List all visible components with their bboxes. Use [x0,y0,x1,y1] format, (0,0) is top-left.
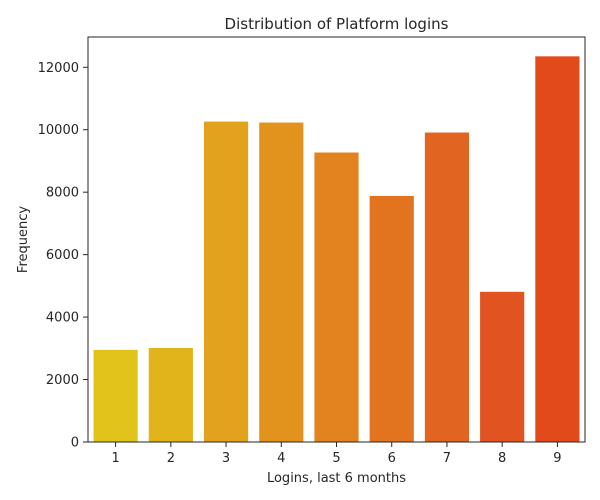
x-axis-label: Logins, last 6 months [267,471,406,486]
x-tick-label: 3 [222,451,230,466]
bar-5 [314,152,359,442]
x-tick-label: 2 [167,451,175,466]
x-tick-label: 1 [111,451,119,466]
x-tick-label: 7 [443,451,451,466]
chart-title: Distribution of Platform logins [225,15,449,33]
bar-8 [480,291,525,442]
y-tick-label: 0 [71,436,79,451]
y-tick-label: 6000 [46,248,79,263]
bar-4 [259,122,304,442]
x-tick-label: 6 [388,451,396,466]
y-tick-label: 12000 [38,61,79,76]
plot-frame [87,36,586,443]
bar-2 [148,348,193,442]
y-tick-label: 8000 [46,186,79,201]
x-tick-label: 5 [332,451,340,466]
y-axis-ticks: 0 2000 4000 6000 8000 10000 12000 [38,61,88,451]
bar-3 [203,121,249,442]
y-tick-label: 10000 [38,123,79,138]
bar-1 [93,349,138,442]
x-tick-label: 4 [277,451,285,466]
x-tick-label: 9 [553,451,561,466]
x-tick-label: 8 [498,451,506,466]
y-tick-label: 4000 [46,311,79,326]
y-tick-label: 2000 [46,373,79,388]
x-axis-ticks: 1 2 3 4 5 6 7 8 9 [111,442,562,466]
bar-7 [424,132,470,442]
y-axis-label: Frequency [16,206,31,273]
bar-9 [535,56,580,443]
bar-6 [369,195,414,442]
bars-group [93,56,580,443]
